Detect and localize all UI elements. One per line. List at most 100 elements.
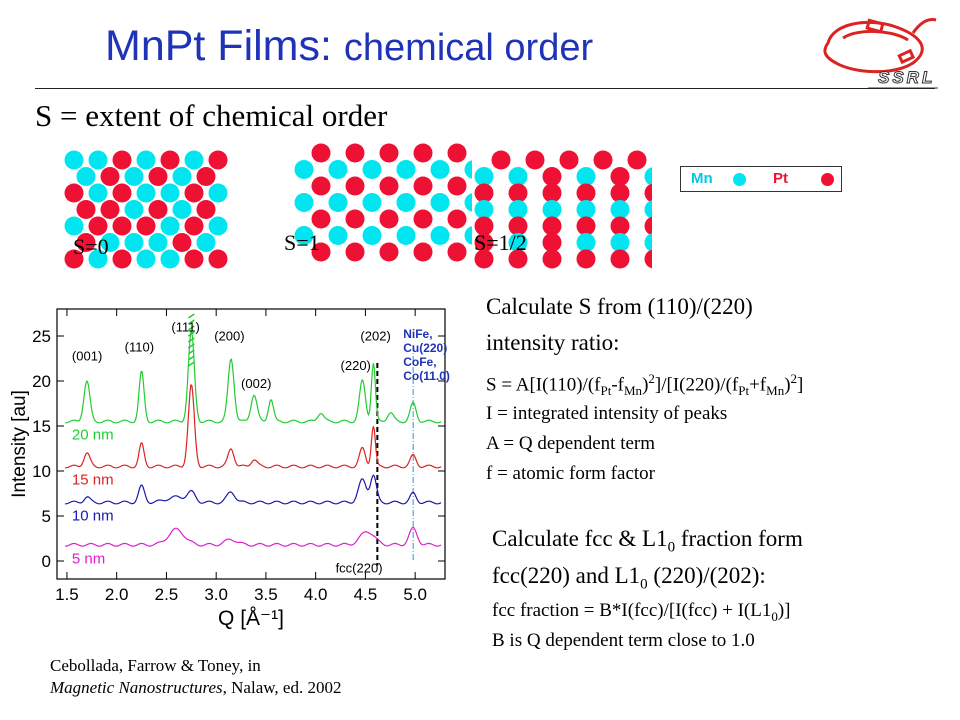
mn-atom <box>430 160 450 179</box>
pt-atom <box>379 209 399 229</box>
substrate-label: CoFe, <box>403 355 436 369</box>
pt-atom <box>160 150 180 170</box>
mn-atom <box>474 167 494 186</box>
x-axis-label: Q [Å⁻¹] <box>218 607 284 630</box>
mn-atom <box>610 200 630 219</box>
mn-atom <box>88 249 108 269</box>
mn-atom <box>100 233 120 252</box>
mn-atom <box>576 233 596 252</box>
mn-atom <box>294 160 314 179</box>
pt-atom <box>64 249 84 269</box>
pt-atom <box>644 249 652 269</box>
x-tick-label: 2.0 <box>105 585 129 604</box>
pt-atom <box>136 216 156 236</box>
y-tick-label: 5 <box>42 507 51 526</box>
pt-atom <box>172 233 192 252</box>
substrate-hatch-mark <box>187 325 195 331</box>
formula-part: ] <box>797 374 804 396</box>
pt-atom <box>311 176 331 196</box>
formula-part: S = A[I(110)/(f <box>486 374 601 396</box>
pt-atom <box>508 183 528 203</box>
pt-atom <box>491 150 511 170</box>
peak-label: (002) <box>241 376 271 391</box>
pt-atom <box>208 249 228 269</box>
mn-atom <box>136 249 156 269</box>
legend-mn-dot <box>733 173 746 186</box>
text-part: fraction form <box>675 526 803 551</box>
series-name-label: 15 nm <box>72 472 114 489</box>
xrd-chart: 1.5 2.0 2.5 3.0 3.5 4.0 4.5 5.0 0 5 10 15 20 25 (001)… <box>9 308 450 630</box>
pt-atom <box>196 200 216 219</box>
pt-atom <box>184 183 204 203</box>
reference-line1: Cebollada, Farrow & Toney, in <box>50 656 261 675</box>
mn-atom <box>362 226 382 245</box>
series-line <box>65 329 442 424</box>
mn-atom <box>542 200 562 219</box>
text-sub: 0 <box>771 608 778 624</box>
lattice-s-half <box>474 150 652 269</box>
fcc-label: fcc(220) <box>336 561 383 576</box>
mn-atom <box>396 193 416 212</box>
peak-label: (202) <box>360 329 390 344</box>
mn-atom <box>184 150 204 170</box>
pt-atom <box>112 216 132 236</box>
pt-atom <box>76 233 96 252</box>
text-part: )] <box>777 600 791 621</box>
pt-atom <box>413 209 433 229</box>
text-part: Calculate fcc & L1 <box>492 526 668 551</box>
text-sub: 0 <box>667 539 676 556</box>
mn-atom <box>172 200 192 219</box>
substrate-label: Co(11.0) <box>403 369 450 383</box>
pt-atom <box>644 183 652 203</box>
mn-atom <box>430 226 450 245</box>
formula-part: ) <box>784 374 791 396</box>
calc-fcc-line3: fcc fraction = B*I(fcc)/[I(fcc) + I(L10)… <box>492 600 791 625</box>
pt-atom <box>88 216 108 236</box>
text-part: fcc fraction = B*I(fcc)/[I(fcc) + I(L1 <box>492 600 772 621</box>
y-tick-label: 0 <box>42 552 51 571</box>
mn-atom <box>396 226 416 245</box>
substrate-hatch-mark <box>187 361 195 367</box>
substrate-hatch-mark <box>187 331 195 337</box>
mn-atom <box>208 216 228 236</box>
mn-atom <box>576 200 596 219</box>
mn-atom <box>644 167 652 186</box>
pt-atom <box>148 167 168 186</box>
mn-atom <box>362 160 382 179</box>
pt-atom <box>559 150 579 170</box>
peak-label: (110) <box>125 339 154 354</box>
formula-sub: Mn <box>624 383 643 399</box>
y-tick-label: 15 <box>32 417 51 436</box>
mn-atom <box>362 193 382 212</box>
formula-part: ]/[I(220)/(f <box>654 374 739 396</box>
pt-atom <box>184 216 204 236</box>
pt-atom <box>474 183 494 203</box>
ssrl-logo: SSRL <box>823 18 938 89</box>
reference-book-title: Magnetic Nanostructures <box>50 678 223 697</box>
pt-atom <box>447 176 467 196</box>
pt-atom <box>610 249 630 269</box>
y-axis-label: Intensity [au] <box>9 390 30 498</box>
mn-atom <box>160 249 180 269</box>
pt-atom <box>413 143 433 163</box>
pt-atom <box>593 150 613 170</box>
y-tick-label: 10 <box>32 462 51 481</box>
pt-atom <box>508 216 528 236</box>
calc-s-line1: Calculate S from (110)/(220) <box>486 294 753 319</box>
mn-atom <box>294 226 314 245</box>
pt-atom <box>474 216 494 236</box>
pt-atom <box>576 249 596 269</box>
pt-atom <box>345 143 365 163</box>
lattice-label-s-half: S=1/2 <box>474 230 527 255</box>
mn-atom <box>76 167 96 186</box>
pt-atom <box>610 216 630 236</box>
pt-atom <box>474 233 494 252</box>
pt-atom <box>64 183 84 203</box>
pt-atom <box>345 176 365 196</box>
peak-label: (200) <box>214 329 244 344</box>
reference-citation: Cebollada, Farrow & Toney, in Magnetic N… <box>50 655 341 699</box>
mn-atom <box>172 167 192 186</box>
pt-atom <box>100 167 120 186</box>
mn-atom <box>508 167 528 186</box>
pt-atom <box>542 233 562 252</box>
